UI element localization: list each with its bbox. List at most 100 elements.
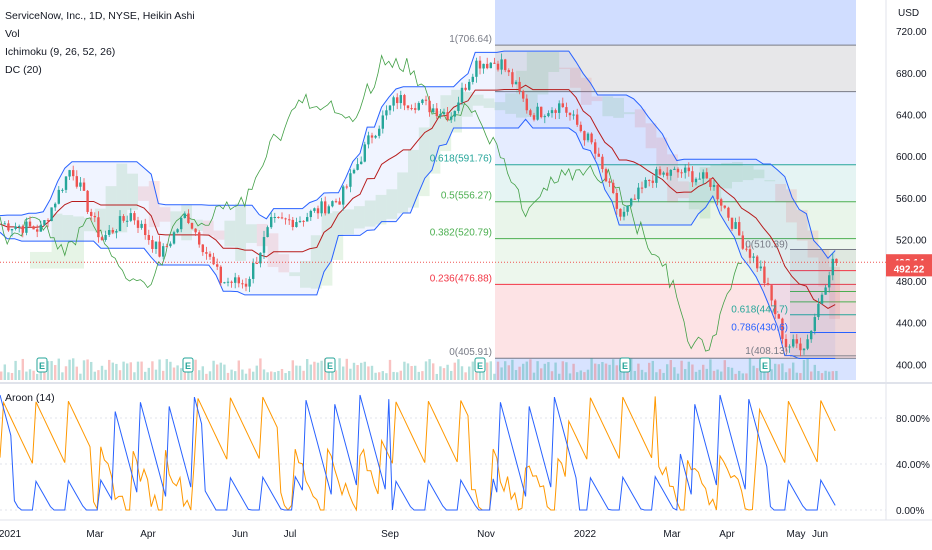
- volume-bar: [511, 359, 514, 380]
- earnings-marker-label: E: [477, 361, 483, 371]
- volume-bar: [694, 371, 698, 380]
- candle: [82, 182, 86, 191]
- volume-bar: [248, 368, 251, 380]
- volume-bar: [370, 365, 374, 380]
- cloud-segment: [462, 92, 473, 117]
- volume-bar: [522, 363, 525, 380]
- volume-bar: [111, 362, 114, 380]
- earnings-marker-label: E: [327, 361, 333, 371]
- candle: [734, 222, 737, 229]
- candle: [835, 258, 838, 263]
- volume-bar: [817, 371, 820, 380]
- time-tick-label: Sep: [381, 529, 399, 540]
- candle: [417, 103, 420, 110]
- volume-bar: [295, 365, 298, 380]
- volume-bar: [10, 372, 14, 380]
- volume-bar: [576, 372, 579, 380]
- candle: [86, 190, 89, 212]
- candle: [370, 135, 374, 138]
- cloud-segment: [310, 235, 322, 289]
- cloud-segment: [494, 102, 506, 111]
- candle: [360, 161, 363, 165]
- volume-bar: [133, 372, 136, 380]
- cloud-segment: [105, 186, 117, 235]
- cloud-segment: [127, 173, 138, 210]
- volume-bar: [734, 373, 737, 380]
- candle: [147, 235, 150, 241]
- volume-bar: [46, 361, 50, 380]
- candle: [136, 220, 140, 228]
- candle: [558, 103, 561, 113]
- volume-bar: [338, 358, 341, 380]
- candle: [658, 169, 662, 175]
- candle: [550, 110, 554, 114]
- cloud-segment: [721, 162, 732, 189]
- cloud-segment: [159, 207, 171, 222]
- cloud-segment: [796, 209, 808, 241]
- volume-bar: [327, 370, 330, 380]
- volume-bar: [615, 365, 618, 380]
- volume-bar: [774, 363, 777, 380]
- candle: [378, 128, 381, 136]
- candle: [457, 102, 460, 111]
- candle: [709, 178, 712, 187]
- candle: [554, 110, 557, 113]
- candle: [180, 217, 183, 230]
- fib2-zone: [790, 249, 856, 271]
- volume-bar: [482, 366, 485, 380]
- volume-bar: [561, 361, 564, 380]
- candles: [3, 53, 838, 357]
- candle: [133, 213, 136, 221]
- candle: [828, 275, 831, 288]
- volume-bar: [187, 365, 190, 380]
- volume-bar: [504, 361, 507, 380]
- volume-bar: [676, 373, 680, 380]
- cloud-segment: [148, 181, 160, 228]
- volume-bar: [792, 362, 795, 380]
- volume-bar: [666, 364, 669, 380]
- candle: [777, 314, 780, 319]
- volume-bar: [363, 361, 366, 380]
- volume-bar: [723, 360, 726, 380]
- volume-bar: [252, 371, 255, 380]
- volume-bar: [54, 365, 57, 380]
- candle: [730, 217, 734, 229]
- osc-tick-label: 40.00%: [896, 460, 930, 471]
- volume-bar: [680, 360, 683, 380]
- volume-bar: [68, 359, 71, 380]
- volume-bar: [309, 364, 312, 380]
- candle: [295, 222, 298, 228]
- candle: [626, 205, 629, 212]
- volume-bar: [190, 371, 194, 380]
- cloud-segment: [94, 208, 106, 233]
- candle: [302, 220, 305, 222]
- volume-bar: [500, 367, 503, 380]
- candle: [183, 213, 186, 218]
- candle: [464, 87, 467, 90]
- candle: [176, 229, 179, 233]
- candle: [691, 171, 694, 183]
- volume-bar: [604, 363, 608, 380]
- candle: [565, 107, 568, 113]
- candle: [432, 108, 435, 113]
- volume-bar: [741, 373, 744, 380]
- candle: [129, 213, 132, 221]
- cloud-segment: [667, 154, 678, 203]
- candle: [712, 184, 716, 187]
- cloud-segment: [786, 189, 797, 223]
- volume-bar: [709, 359, 712, 380]
- candle: [788, 346, 791, 348]
- volume-bar: [259, 358, 262, 380]
- candle: [723, 205, 726, 208]
- volume-bar: [356, 365, 359, 380]
- candle: [277, 216, 280, 218]
- candle: [802, 348, 806, 351]
- price-tick-label: 640.00: [896, 111, 927, 122]
- candle: [687, 167, 690, 172]
- candle: [471, 76, 474, 82]
- volume-bar: [806, 358, 809, 380]
- candle: [356, 164, 359, 170]
- volume-bar: [367, 366, 370, 380]
- candle: [399, 95, 402, 104]
